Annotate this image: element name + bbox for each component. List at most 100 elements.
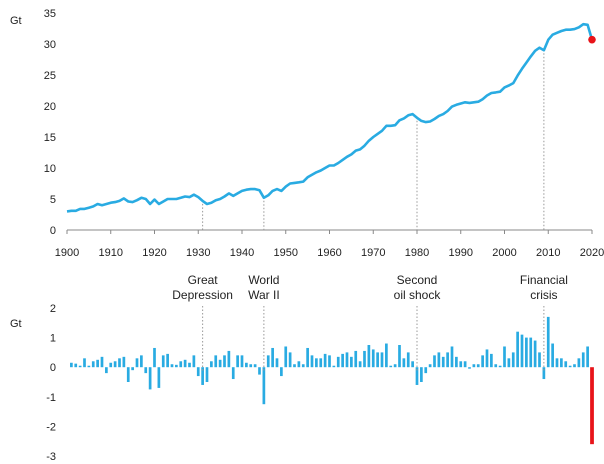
event-annotation-label: World [248, 273, 279, 287]
annual-change-bar [231, 367, 235, 380]
annual-change-bar [367, 345, 371, 368]
annual-change-bar [490, 353, 493, 368]
x-tick-label: 1930 [186, 247, 210, 259]
top-line-chart: 0 5 10 15 20 25 30 35 Gt 1900 1910 1920 1930 1940 1950… [10, 8, 604, 259]
annual-change-bar [328, 355, 331, 368]
event-annotation-label: Financial [520, 273, 568, 287]
annual-change-bar [511, 352, 515, 368]
annual-change-bar [74, 363, 78, 368]
annual-change-bar [476, 364, 480, 368]
x-tick-label: 1970 [361, 247, 385, 259]
annual-change-bar [196, 367, 200, 377]
annual-change-bar [573, 364, 576, 368]
annual-change-bar [363, 350, 366, 368]
annual-change-bar [468, 367, 471, 369]
annual-change-bar [297, 361, 301, 368]
annual-change-bar [564, 361, 568, 368]
annual-change-bar [481, 355, 484, 368]
annual-change-bar [109, 362, 113, 368]
annual-change-bar [240, 355, 244, 368]
annual-change-bar [568, 365, 572, 368]
annual-change-bar [105, 367, 108, 374]
annual-change-bar [463, 361, 467, 368]
annual-change-bar [258, 367, 261, 375]
y-axis-unit: Gt [10, 15, 22, 27]
annual-change-bar [350, 356, 353, 368]
annual-change-bar [376, 352, 379, 368]
annual-change-bar [494, 364, 498, 368]
annual-change-bar [459, 361, 463, 368]
annual-change-bar [380, 352, 384, 368]
event-annotation-label: crisis [530, 288, 557, 302]
annual-change-bar [577, 358, 581, 368]
annual-change-bar [428, 364, 432, 368]
y-tick-label: -1 [46, 392, 56, 404]
annual-change-bar [411, 361, 414, 368]
annual-change-bar [83, 358, 86, 368]
event-annotation-label: Second [397, 273, 438, 287]
annual-change-bar [315, 358, 318, 368]
annual-change-bar [441, 356, 445, 368]
highlight-point-2020 [588, 35, 596, 44]
annual-change-bar [157, 367, 161, 388]
y-tick-label: 20 [44, 101, 56, 113]
annual-change-bar [560, 358, 563, 368]
x-tick-label: 1920 [142, 247, 166, 259]
annual-change-bar [319, 358, 323, 368]
annual-change-bar [446, 352, 449, 368]
annual-change-bar [424, 367, 428, 374]
y-tick-label: 2 [50, 303, 56, 315]
annual-change-bar [507, 358, 511, 368]
bottom-bar-chart: 2 1 0 -1 -2 -3 Gt [10, 303, 594, 463]
annual-change-bar [385, 343, 388, 368]
annual-change-bar [371, 349, 375, 368]
annual-change-bar [78, 365, 82, 368]
annual-change-bar [175, 364, 178, 368]
annual-change-bar [389, 365, 393, 368]
event-annotation-label: oil shock [394, 288, 442, 302]
event-annotation-label: War II [248, 288, 280, 302]
annual-change-bar [533, 340, 537, 368]
annual-change-bar [87, 365, 91, 368]
annual-change-bar [135, 358, 139, 368]
annual-change-bar [144, 367, 148, 374]
annual-change-bar [341, 353, 344, 368]
annual-change-bar [301, 364, 305, 368]
annual-change-bar [245, 362, 248, 368]
annual-change-bar [485, 349, 489, 368]
bar-2020-highlight [590, 367, 594, 445]
annual-change-bar [551, 343, 554, 368]
annual-change-bar [398, 345, 401, 368]
x-tick-label: 2020 [580, 247, 604, 259]
annual-change-bar [455, 356, 458, 368]
annual-change-bar [236, 355, 239, 368]
annual-change-bar [153, 347, 156, 368]
annual-change-bar [288, 352, 292, 368]
annual-change-bar [218, 359, 222, 368]
event-annotation-label: Great [188, 273, 219, 287]
annual-change-bar [402, 358, 406, 368]
y-tick-label: 1 [50, 333, 56, 345]
y-tick-label: 0 [50, 225, 56, 237]
annual-change-bar [433, 355, 436, 368]
annual-change-bar [586, 346, 589, 368]
annual-change-bar [284, 346, 288, 368]
annual-change-bar [126, 367, 130, 382]
x-tick-label: 1940 [230, 247, 254, 259]
annual-change-bar [118, 358, 121, 368]
annual-change-bar [140, 355, 143, 368]
annual-change-bar [271, 347, 274, 368]
annual-change-bar [148, 367, 152, 390]
y-tick-label: -3 [46, 451, 56, 463]
x-tick-label: 1950 [274, 247, 298, 259]
y-axis-unit: Gt [10, 318, 22, 330]
annual-change-bar [415, 367, 419, 385]
annual-change-bar [91, 361, 95, 368]
annual-change-bar [525, 337, 528, 368]
annual-change-bar [293, 364, 296, 368]
annual-change-bar [542, 367, 546, 380]
annual-change-bar [336, 356, 340, 368]
annual-change-bar [280, 367, 283, 377]
x-tick-label: 1910 [99, 247, 123, 259]
annual-change-bar [100, 356, 104, 368]
